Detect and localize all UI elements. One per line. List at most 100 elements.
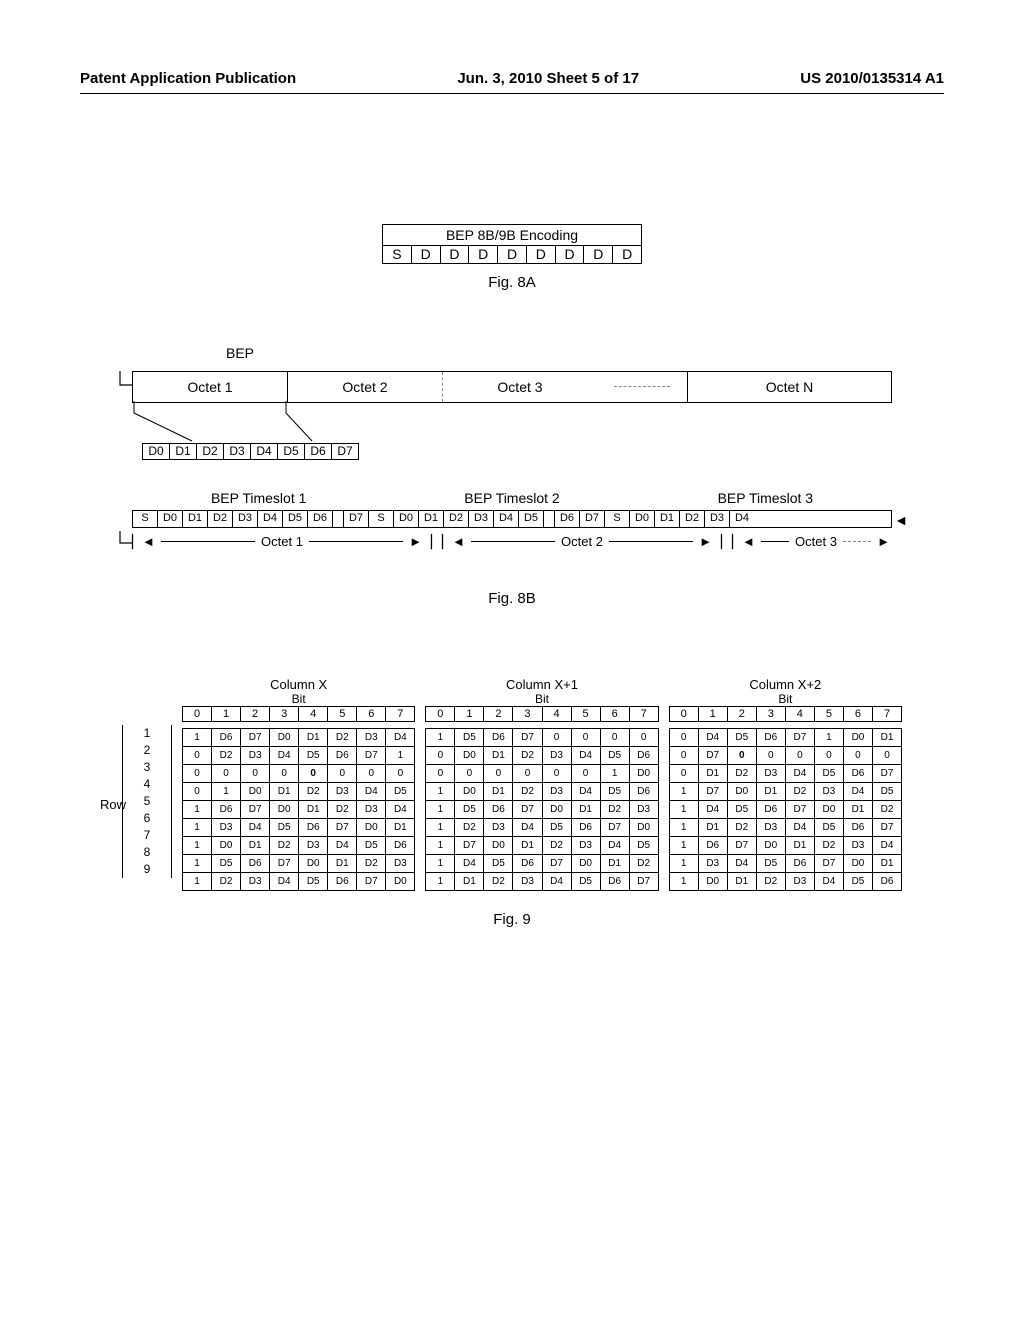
grid-cell: 0 xyxy=(484,765,513,783)
bit-header: 01234567 xyxy=(425,706,658,722)
timeslot-gap xyxy=(333,511,344,526)
grid-cell: 1 xyxy=(183,873,212,891)
table-row: 1D2D3D4D5D6D7D0 xyxy=(426,819,658,837)
figure-8b-caption: Fig. 8B xyxy=(80,590,944,607)
encoding-title: BEP 8B/9B Encoding xyxy=(382,224,642,245)
grid-cell: D7 xyxy=(786,801,815,819)
grid-cell: 1 xyxy=(670,801,699,819)
bit-header-cell: 5 xyxy=(815,707,844,722)
grid-cell: D1 xyxy=(572,801,601,819)
grid-cell: D0 xyxy=(455,747,484,765)
grid-cell: D6 xyxy=(873,873,902,891)
bit-cell: D5 xyxy=(278,444,305,460)
bit-header-cell: 0 xyxy=(426,707,455,722)
row-num: 3 xyxy=(123,759,171,776)
grid-cell: 1 xyxy=(183,855,212,873)
grid-cell: D4 xyxy=(386,801,415,819)
grid-cell: D1 xyxy=(270,783,299,801)
grid-cell: 0 xyxy=(270,765,299,783)
grid-cell: 0 xyxy=(455,765,484,783)
timeslot-cell: D0 xyxy=(158,511,183,526)
row-num: 1 xyxy=(123,725,171,742)
enc-cell: D xyxy=(441,246,470,263)
grid-cell: D1 xyxy=(299,729,328,747)
grid-cell: D4 xyxy=(572,747,601,765)
grid-cell: D4 xyxy=(572,783,601,801)
grid-cell: D0 xyxy=(484,837,513,855)
timeslot-cell: D7 xyxy=(344,511,369,526)
octet-2: Octet 2 xyxy=(288,372,443,402)
timeslot-cell: S xyxy=(605,511,630,526)
grid-cell: 0 xyxy=(386,765,415,783)
bit-cell: D3 xyxy=(224,444,251,460)
grid-cell: D0 xyxy=(270,801,299,819)
bit-header-cell: 6 xyxy=(601,707,630,722)
grid-cell: D3 xyxy=(357,729,386,747)
bit-cell: D4 xyxy=(251,444,278,460)
grid-cell: D6 xyxy=(484,729,513,747)
timeslot-cell: D6 xyxy=(308,511,333,526)
grid-cell: D4 xyxy=(815,873,844,891)
grid-cell: D5 xyxy=(630,837,659,855)
header-left: Patent Application Publication xyxy=(80,70,296,87)
grid-cell: D3 xyxy=(241,747,270,765)
grid-cell: D6 xyxy=(212,801,241,819)
row-num: 6 xyxy=(123,810,171,827)
bit-title: Bit xyxy=(669,692,902,706)
grid-cell: 0 xyxy=(670,747,699,765)
grid-cell: D2 xyxy=(212,873,241,891)
grid-cell: D0 xyxy=(357,819,386,837)
grid-cell: D7 xyxy=(873,765,902,783)
grid-cell: D0 xyxy=(844,729,873,747)
grid-cell: D3 xyxy=(386,855,415,873)
grid-cell: D4 xyxy=(241,819,270,837)
column-x1: Column X+1Bit012345671D5D6D700000D0D1D2D… xyxy=(425,677,658,891)
octet-1: Octet 1 xyxy=(133,372,288,402)
timeslot-cell: D1 xyxy=(183,511,208,526)
grid-cell: D5 xyxy=(484,855,513,873)
grid-cell: D0 xyxy=(630,819,659,837)
bit-header-cell: 1 xyxy=(455,707,484,722)
grid-cell: D2 xyxy=(728,819,757,837)
grid-cell: 1 xyxy=(426,837,455,855)
timeslot-cell: D0 xyxy=(630,511,655,526)
figure-8b: BEP Octet 1 Octet 2 Octet 3 Octet N D0D1… xyxy=(132,371,892,550)
grid-cell: D3 xyxy=(630,801,659,819)
table-row: 00000000 xyxy=(183,765,415,783)
grid-body: 1D5D6D700000D0D1D2D3D4D5D60000001D01D0D1… xyxy=(425,728,658,891)
grid-cell: D0 xyxy=(630,765,659,783)
bit-header-cell: 3 xyxy=(757,707,786,722)
timeslot-cell: D5 xyxy=(283,511,308,526)
grid-cell: D1 xyxy=(241,837,270,855)
table-row: 1D0D1D2D3D4D5D6 xyxy=(183,837,415,855)
bit-header-cell: 2 xyxy=(728,707,757,722)
grid-cell: D5 xyxy=(757,855,786,873)
grid-cell: 0 xyxy=(630,729,659,747)
page: Patent Application Publication Jun. 3, 2… xyxy=(0,0,1024,1320)
grid-cell: D6 xyxy=(757,801,786,819)
grid-cell: 0 xyxy=(543,729,572,747)
grid-cell: D3 xyxy=(484,819,513,837)
grid-cell: 0 xyxy=(183,783,212,801)
grid-cell: 1 xyxy=(426,801,455,819)
grid-cell: 0 xyxy=(873,747,902,765)
bit-header-cell: 5 xyxy=(328,707,357,722)
grid-cell: 1 xyxy=(670,837,699,855)
bit-header-cell: 1 xyxy=(212,707,241,722)
grid-cell: D2 xyxy=(815,837,844,855)
grid-cell: D4 xyxy=(786,819,815,837)
grid-cell: D4 xyxy=(270,747,299,765)
grid-cell: D1 xyxy=(601,855,630,873)
bit-header-cell: 1 xyxy=(699,707,728,722)
grid-cell: 0 xyxy=(572,729,601,747)
grid-cell: D2 xyxy=(513,747,542,765)
grid-cell: D4 xyxy=(513,819,542,837)
bit-header-cell: 4 xyxy=(299,707,328,722)
grid-cell: D7 xyxy=(241,801,270,819)
table-row: 1D1D2D3D4D5D6D7 xyxy=(670,819,902,837)
grid-cell: D5 xyxy=(815,765,844,783)
timeslot-cell: D3 xyxy=(469,511,494,526)
table-row: 1D3D4D5D6D7D0D1 xyxy=(183,819,415,837)
table-row: 1D4D5D6D7D0D1D2 xyxy=(670,801,902,819)
enc-cell: S xyxy=(383,246,412,263)
